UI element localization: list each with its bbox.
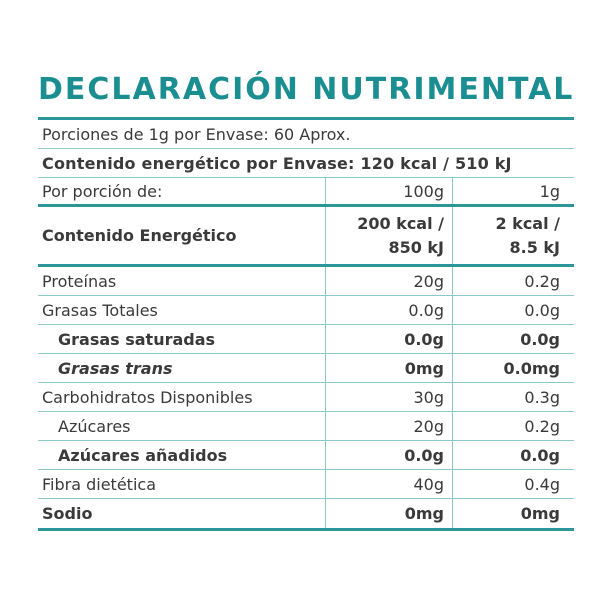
energy-per-package-row: Contenido energético por Envase: 120 kca…	[38, 149, 574, 178]
nutrient-col2: 0.2g	[452, 412, 574, 440]
nutrient-row-azucares: Azúcares 20g 0.2g	[38, 412, 574, 441]
nutrient-col2: 0.0g	[452, 296, 574, 324]
portion-header-label: Por porción de:	[42, 181, 163, 201]
nutrient-label: Azúcares añadidos	[58, 445, 228, 465]
nutrient-label: Grasas trans	[58, 358, 173, 378]
energy-col1-kj: 850 kJ	[388, 237, 444, 257]
nutrient-col1: 0.0g	[325, 325, 452, 353]
nutrient-col2: 0mg	[452, 499, 574, 528]
nutrient-col1: 20g	[325, 267, 452, 295]
nutrient-col1: 0mg	[325, 499, 452, 528]
portion-header-row: Por porción de: 100g 1g	[38, 178, 574, 207]
nutrient-label: Carbohidratos Disponibles	[42, 387, 253, 407]
nutrient-col2: 0.3g	[452, 383, 574, 411]
nutrient-row-grasas-saturadas: Grasas saturadas 0.0g 0.0g	[38, 325, 574, 354]
nutrient-col2: 0.0g	[452, 441, 574, 469]
energy-col2-kcal: 2 kcal /	[495, 213, 560, 233]
nutrient-label: Grasas Totales	[42, 300, 158, 320]
energy-col1: 200 kcal / 850 kJ	[325, 207, 452, 264]
nutrient-col2: 0.0mg	[452, 354, 574, 382]
energy-col2-kj: 8.5 kJ	[509, 237, 560, 257]
nutrient-row-fibra: Fibra dietética 40g 0.4g	[38, 470, 574, 499]
portion-header-col1: 100g	[325, 178, 452, 204]
servings-text: Porciones de 1g por Envase: 60 Aprox.	[42, 124, 351, 144]
nutrition-table: Porciones de 1g por Envase: 60 Aprox. Co…	[38, 117, 574, 531]
portion-header-col2: 1g	[452, 178, 574, 204]
nutrient-col1: 0.0g	[325, 296, 452, 324]
nutrient-label: Fibra dietética	[42, 474, 156, 494]
nutrient-col1: 0mg	[325, 354, 452, 382]
nutrient-label: Grasas saturadas	[58, 329, 216, 349]
nutrient-row-grasas-trans: Grasas trans 0mg 0.0mg	[38, 354, 574, 383]
nutrient-col1: 20g	[325, 412, 452, 440]
nutrient-col2: 0.4g	[452, 470, 574, 498]
nutrient-row-sodio: Sodio 0mg 0mg	[38, 499, 574, 528]
nutrient-row-carbohidratos: Carbohidratos Disponibles 30g 0.3g	[38, 383, 574, 412]
energy-per-package-text: Contenido energético por Envase: 120 kca…	[42, 153, 512, 173]
nutrient-row-azucares-anadidos: Azúcares añadidos 0.0g 0.0g	[38, 441, 574, 470]
nutrient-row-proteinas: Proteínas 20g 0.2g	[38, 267, 574, 296]
nutrient-label: Sodio	[42, 504, 93, 523]
nutrient-col1: 0.0g	[325, 441, 452, 469]
nutrient-col1: 40g	[325, 470, 452, 498]
nutrient-col2: 0.0g	[452, 325, 574, 353]
nutrient-label: Proteínas	[42, 271, 117, 291]
energy-col2: 2 kcal / 8.5 kJ	[452, 207, 574, 264]
servings-row: Porciones de 1g por Envase: 60 Aprox.	[38, 120, 574, 149]
energy-label: Contenido Energético	[42, 226, 237, 245]
nutrient-row-grasas-totales: Grasas Totales 0.0g 0.0g	[38, 296, 574, 325]
energy-col1-kcal: 200 kcal /	[357, 213, 444, 233]
page-title: DECLARACIÓN NUTRIMENTAL	[38, 72, 575, 107]
energy-row: Contenido Energético 200 kcal / 850 kJ 2…	[38, 207, 574, 267]
nutrient-col1: 30g	[325, 383, 452, 411]
nutrient-label: Azúcares	[58, 416, 131, 436]
nutrient-col2: 0.2g	[452, 267, 574, 295]
